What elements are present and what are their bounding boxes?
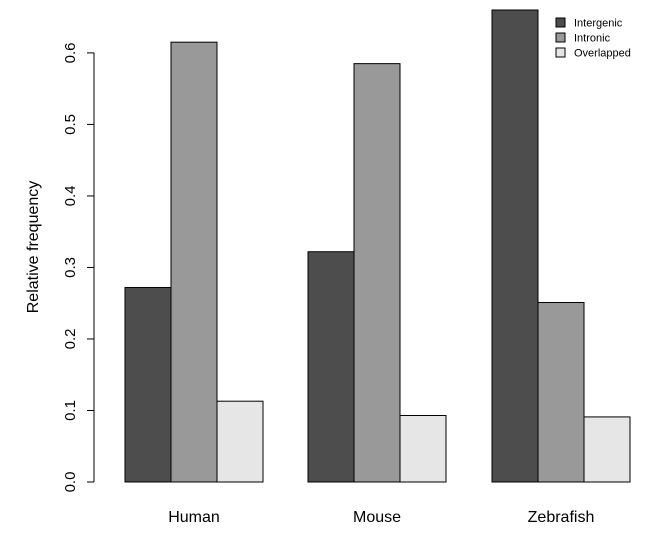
y-tick-label: 0.3 bbox=[62, 257, 79, 278]
bar-zebrafish-intergenic bbox=[491, 9, 539, 483]
legend-swatch-intergenic bbox=[555, 17, 566, 28]
bar-human-intergenic bbox=[124, 286, 172, 483]
legend: Intergenic Intronic Overlapped bbox=[555, 17, 631, 60]
bar-human-intronic bbox=[170, 41, 218, 483]
x-label-human: Human bbox=[168, 509, 220, 526]
bar-zebrafish-overlapped bbox=[583, 416, 631, 483]
bar-mouse-intronic bbox=[353, 63, 401, 483]
bar-human-overlapped bbox=[216, 400, 264, 483]
y-tick-label: 0.4 bbox=[62, 186, 79, 207]
bar-zebrafish-intronic bbox=[537, 301, 585, 483]
y-axis: 0.0 0.1 0.2 0.3 0.4 0.5 0.6 bbox=[62, 42, 95, 493]
legend-label-overlapped: Overlapped bbox=[574, 48, 631, 60]
y-tick-label: 0.6 bbox=[62, 42, 79, 63]
legend-label-intronic: Intronic bbox=[574, 33, 611, 45]
y-tick-label: 0.5 bbox=[62, 114, 79, 135]
bars-group bbox=[124, 9, 631, 483]
legend-label-intergenic: Intergenic bbox=[574, 18, 623, 30]
y-axis-title: Relative frequency bbox=[25, 181, 42, 314]
bar-mouse-overlapped bbox=[399, 414, 447, 483]
x-label-zebrafish: Zebrafish bbox=[528, 509, 595, 526]
y-tick-label: 0.1 bbox=[62, 400, 79, 421]
legend-swatch-intronic bbox=[555, 32, 566, 43]
y-tick-label: 0.0 bbox=[62, 472, 79, 493]
x-label-mouse: Mouse bbox=[353, 509, 401, 526]
legend-swatch-overlapped bbox=[555, 47, 566, 58]
bar-mouse-intergenic bbox=[307, 251, 355, 483]
x-axis-labels: Human Mouse Zebrafish bbox=[168, 509, 594, 526]
y-tick-label: 0.2 bbox=[62, 329, 79, 350]
